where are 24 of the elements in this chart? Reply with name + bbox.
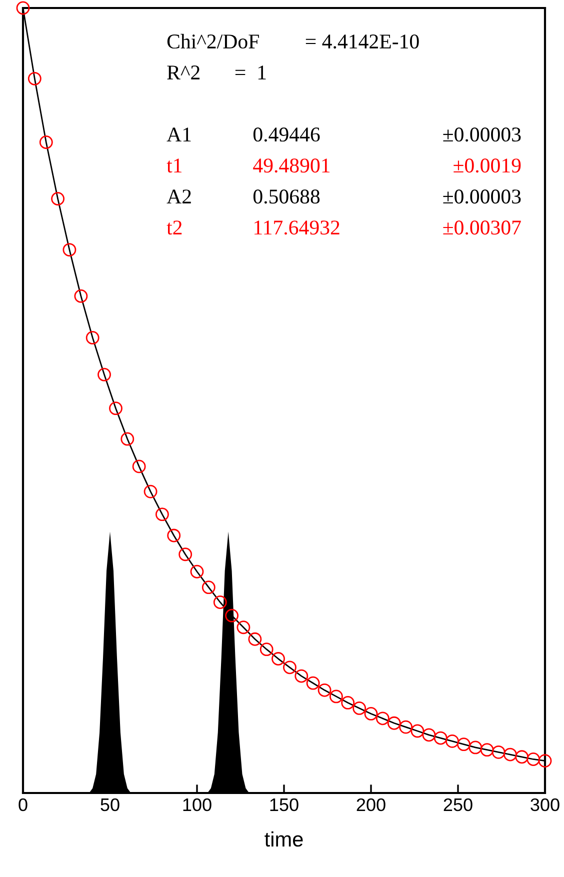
annotation: 0.50688 [253,190,320,204]
annotation: = 4.4142E-10 [306,34,419,49]
x-tick-label: 100 [183,798,212,812]
annotation: ±0.00003 [443,128,521,142]
annotation: ±0.00003 [443,190,521,204]
annotation: A2 [166,190,191,204]
annotation: A1 [166,128,191,142]
x-tick-label: 50 [100,798,120,812]
x-tick-label: 200 [356,798,386,812]
x-axis-title: time [264,831,303,847]
x-tick-label: 150 [270,798,298,812]
annotation: 117.64932 [254,220,340,235]
annotation: R^2 [167,66,200,80]
annotation: t1 [166,158,182,173]
annotation: 0.49446 [253,128,320,142]
annotation: Chi^2/DoF [167,34,259,49]
x-tick-label: 300 [530,798,560,812]
annotation: ±0.00307 [443,220,521,235]
annotation: ±0.0019 [454,158,521,173]
annotation: = 1 [235,66,266,80]
annotation: t2 [166,220,182,235]
annotation: 49.48901 [253,158,330,173]
x-tick-label: 250 [444,798,472,812]
x-tick-label: 0 [18,798,28,812]
